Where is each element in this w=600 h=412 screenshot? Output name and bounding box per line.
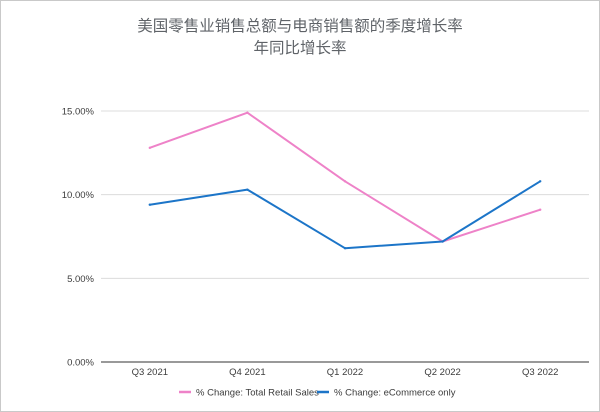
x-tick-label: Q4 2021 — [229, 367, 265, 378]
data-point — [246, 111, 249, 114]
data-point — [148, 203, 151, 206]
y-tick-label: 10.00% — [62, 190, 95, 201]
y-tick-label: 0.00% — [67, 358, 94, 369]
y-tick-label: 15.00% — [62, 107, 95, 118]
series-line-1 — [149, 111, 541, 243]
data-point — [539, 208, 542, 211]
legend-label: % Change: Total Retail Sales — [196, 388, 319, 399]
data-point — [148, 146, 151, 150]
x-tick-label: Q3 2021 — [132, 367, 168, 378]
data-point — [343, 180, 347, 183]
data-point — [539, 180, 542, 183]
chart-subtitle: 年同比增长率 — [253, 39, 347, 57]
data-point — [441, 240, 444, 243]
x-tick-label: Q3 2022 — [522, 367, 558, 378]
data-point — [343, 247, 347, 250]
x-tick-label: Q1 2022 — [327, 367, 363, 378]
y-tick-label: 5.00% — [67, 274, 94, 285]
series-line-2 — [149, 180, 541, 250]
legend-label: % Change: eCommerce only — [334, 388, 456, 399]
data-point — [246, 188, 249, 191]
chart-title: 美国零售业销售总额与电商销售额的季度增长率 — [137, 17, 463, 35]
chart-title-block: 美国零售业销售总额与电商销售额的季度增长率 年同比增长率 — [1, 15, 599, 59]
x-tick-label: Q2 2022 — [424, 367, 460, 378]
